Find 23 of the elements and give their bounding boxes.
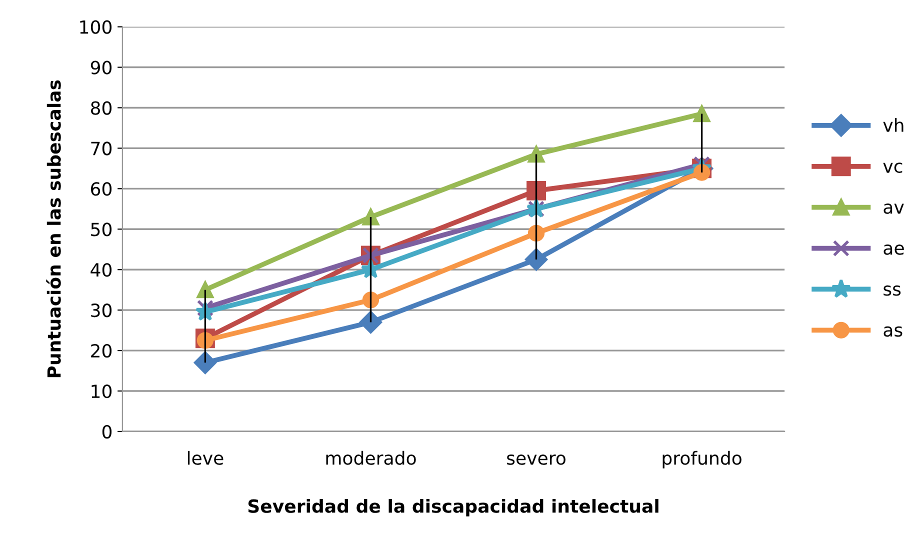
legend-label: ae [884,244,904,255]
y-tick-label: 90 [90,60,112,74]
y-tick-label: 50 [91,222,112,236]
legend-label: vc [883,162,902,173]
y-tick-label: 60 [91,182,112,196]
legend-label: as [884,326,902,337]
x-tick-label: moderado [326,450,416,465]
y-tick-label: 10 [92,384,112,398]
legend-label: vh [883,118,904,132]
x-tick-label: profundo [662,450,742,468]
y-tick-label: 20 [91,344,112,358]
y-tick-label: 100 [80,20,112,34]
legend-label: ss [884,285,901,296]
y-tick-label: 70 [91,142,112,156]
y-tick-label: 80 [90,101,112,115]
x-axis-title: Severidad de la discapacidad intelectual [248,498,658,516]
y-tick-label: 0 [102,424,112,439]
y-axis-title: Puntuación en las subescalas [46,80,61,378]
y-tick-label: 30 [91,304,112,318]
x-tick-label: leve [188,450,224,465]
y-tick-label: 40 [90,263,112,277]
x-tick-label: severo [507,454,566,465]
legend-label: av [884,204,904,214]
